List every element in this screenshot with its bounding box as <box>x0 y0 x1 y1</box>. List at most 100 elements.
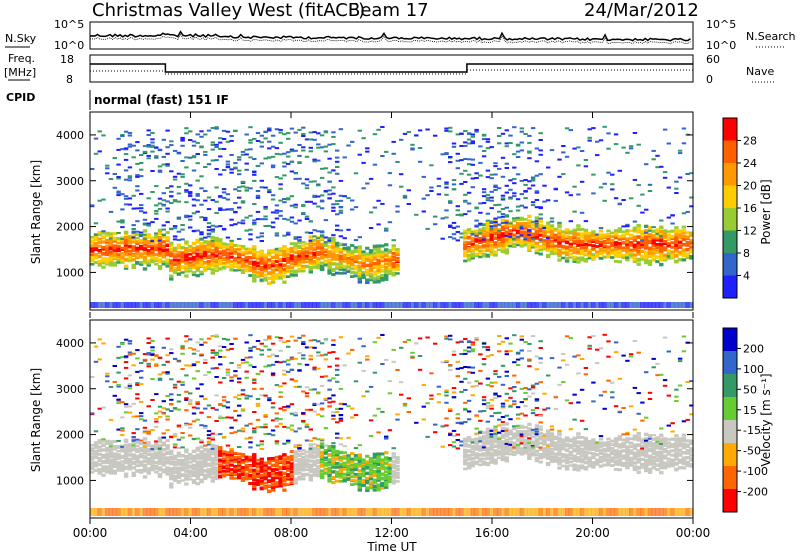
velocity-cell <box>221 377 227 379</box>
velocity-cell <box>297 369 302 372</box>
velocity-cell <box>278 395 283 398</box>
power-cell <box>259 240 264 242</box>
power-cell <box>184 240 189 244</box>
power-cell <box>353 274 359 278</box>
power-cell <box>636 249 641 253</box>
power-cell <box>203 268 208 272</box>
power-cell <box>293 131 298 134</box>
power-cell <box>549 224 555 228</box>
power-cell <box>504 162 509 165</box>
velocity-cell <box>335 472 340 476</box>
power-cell <box>534 220 540 223</box>
power-cell <box>252 245 257 249</box>
velocity-cell <box>233 460 238 463</box>
power-cell <box>169 252 174 256</box>
velocity-cell <box>240 358 246 361</box>
power-cell <box>519 193 524 196</box>
power-cell <box>587 139 592 142</box>
power-cell <box>557 175 562 178</box>
power-cell <box>233 256 238 260</box>
power-cell <box>176 243 182 247</box>
power-cell <box>602 255 607 258</box>
power-cell <box>270 268 276 272</box>
power-cell <box>199 252 204 256</box>
power-cell <box>157 264 163 269</box>
velocity-cell <box>120 427 125 430</box>
velocity-cell <box>255 472 261 476</box>
power-cell <box>304 242 310 246</box>
velocity-cell <box>154 467 159 470</box>
velocity-cell <box>123 443 129 448</box>
velocity-cell <box>142 463 148 467</box>
power-cell <box>579 302 585 308</box>
power-cell <box>263 278 268 282</box>
power-cell <box>342 249 347 252</box>
power-cell <box>229 135 234 137</box>
power-cell <box>478 145 483 148</box>
power-cell <box>338 254 344 258</box>
power-cell <box>331 272 336 277</box>
velocity-cell <box>248 349 253 352</box>
power-cell <box>270 280 276 284</box>
power-cell <box>478 239 483 242</box>
velocity-cell <box>139 415 144 418</box>
power-cell <box>481 188 487 191</box>
power-cell <box>662 248 668 252</box>
power-cell <box>674 302 679 308</box>
power-cell <box>252 270 257 274</box>
power-cell <box>316 266 321 270</box>
power-cell <box>429 302 434 308</box>
power-cell <box>636 243 641 247</box>
power-cell <box>120 252 125 255</box>
velocity-cell <box>350 508 355 516</box>
power-cell <box>463 141 468 144</box>
power-cell <box>659 219 664 222</box>
power-cell <box>655 230 660 234</box>
velocity-cell <box>184 466 189 470</box>
power-cell <box>463 229 468 233</box>
velocity-cell <box>278 391 283 394</box>
power-cell <box>579 211 585 214</box>
velocity-cell <box>221 508 227 516</box>
power-cell <box>319 176 325 179</box>
velocity-cell <box>127 351 133 354</box>
power-cell <box>598 139 604 142</box>
power-cell <box>172 302 178 308</box>
power-cell <box>587 248 592 252</box>
power-cell <box>508 210 513 213</box>
power-cell <box>304 252 310 255</box>
power-cell <box>263 186 268 189</box>
power-cell <box>229 154 234 156</box>
velocity-cell <box>139 439 144 442</box>
velocity-cell <box>210 432 215 435</box>
power-cell <box>530 227 536 230</box>
power-cell <box>146 154 151 157</box>
power-cell <box>105 233 110 237</box>
power-cell <box>244 258 249 262</box>
power-cell <box>406 131 411 133</box>
power-cell <box>350 199 355 202</box>
velocity-cell <box>176 480 182 484</box>
power-cell <box>448 126 453 129</box>
velocity-cell <box>327 469 332 473</box>
power-cell <box>436 302 442 308</box>
power-cell <box>154 237 159 241</box>
power-cell <box>376 244 381 248</box>
power-cell <box>512 302 517 308</box>
power-cell <box>406 302 411 308</box>
power-cell <box>681 142 687 145</box>
power-cell <box>165 248 170 252</box>
power-cell <box>489 243 494 247</box>
power-cell <box>361 259 366 263</box>
power-cell <box>105 167 110 170</box>
power-cell <box>685 254 690 257</box>
power-cell <box>677 302 683 308</box>
velocity-cell <box>221 399 227 402</box>
power-cell <box>331 131 336 134</box>
velocity-cell <box>127 342 133 345</box>
power-cell <box>519 216 524 220</box>
power-cell <box>523 243 528 247</box>
power-cell <box>259 302 264 308</box>
power-cell <box>395 260 400 264</box>
velocity-cell <box>127 353 133 356</box>
